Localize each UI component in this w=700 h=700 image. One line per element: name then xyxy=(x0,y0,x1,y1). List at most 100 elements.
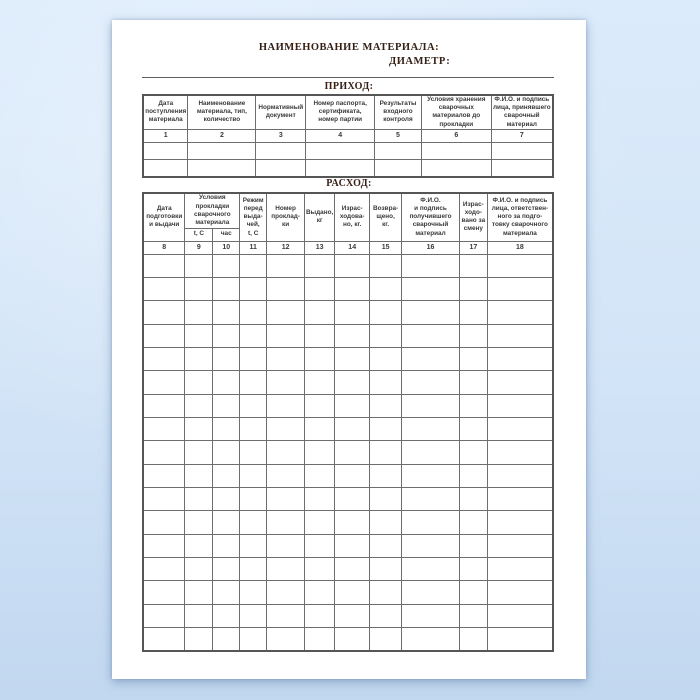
expense-cell-col11 xyxy=(239,486,268,512)
expense-empty-row xyxy=(142,276,554,302)
expense-empty-row xyxy=(142,323,554,348)
expense-cell-col8 xyxy=(142,416,186,442)
expense-cell-col12 xyxy=(266,300,306,325)
expense-cell-col15 xyxy=(369,300,403,325)
expense-cell-col16 xyxy=(401,346,460,372)
expense-cell-col18 xyxy=(486,370,554,395)
expense-cell-col17 xyxy=(458,253,488,278)
expense-colnum-14: 14 xyxy=(334,240,371,255)
expense-empty-row xyxy=(142,486,554,512)
expense-cell-col18 xyxy=(486,533,554,558)
expense-cell-col8 xyxy=(142,346,186,372)
expense-empty-row xyxy=(142,463,554,488)
expense-header-16: Ф.И.О. и подпись получившего сварочный м… xyxy=(401,192,460,242)
expense-empty-row xyxy=(142,300,554,325)
expense-cell-col9 xyxy=(184,323,214,348)
expense-cell-col17 xyxy=(458,323,488,348)
expense-cell-col10 xyxy=(212,533,241,558)
expense-cell-col12 xyxy=(266,370,306,395)
expense-cell-col8 xyxy=(142,510,186,535)
expense-cell-col11 xyxy=(239,580,268,605)
expense-cell-col13 xyxy=(304,533,336,558)
expense-cell-col11 xyxy=(239,510,268,535)
expense-colnum-11: 11 xyxy=(239,240,268,255)
expense-cell-col16 xyxy=(401,486,460,512)
expense-cell-col9 xyxy=(184,370,214,395)
expense-cell-col8 xyxy=(142,253,186,278)
expense-cell-col15 xyxy=(369,556,403,582)
expense-cell-col14 xyxy=(334,486,371,512)
income-cell-col2 xyxy=(187,159,257,178)
expense-cell-col10 xyxy=(212,556,241,582)
income-cell-col7 xyxy=(490,159,554,178)
expense-cell-col14 xyxy=(334,300,371,325)
expense-cell-col13 xyxy=(304,393,336,418)
expense-cell-col18 xyxy=(486,323,554,348)
income-header-6: Условия хранения сварочных материалов до… xyxy=(420,94,492,130)
expense-cell-col14 xyxy=(334,393,371,418)
expense-cell-col18 xyxy=(486,510,554,535)
expense-empty-row xyxy=(142,370,554,395)
expense-colnum-18: 18 xyxy=(486,240,554,255)
expense-cell-col16 xyxy=(401,323,460,348)
expense-cell-col17 xyxy=(458,346,488,372)
expense-header-17: Израс- ходо- вано за смену xyxy=(458,192,488,242)
income-cell-col1 xyxy=(142,141,189,161)
expense-cell-col16 xyxy=(401,463,460,488)
expense-colnum-10: 10 xyxy=(212,240,241,255)
expense-cell-col11 xyxy=(239,603,268,629)
income-header-4: Номер паспорта, сертификата, номер парти… xyxy=(305,94,376,130)
expense-cell-col17 xyxy=(458,626,488,652)
expense-header-12: Номер проклад- ки xyxy=(266,192,306,242)
expense-cell-col18 xyxy=(486,416,554,442)
expense-cell-col15 xyxy=(369,416,403,442)
expense-cell-col13 xyxy=(304,323,336,348)
expense-cell-col15 xyxy=(369,510,403,535)
expense-cell-col10 xyxy=(212,300,241,325)
expense-cell-col11 xyxy=(239,300,268,325)
expense-cell-col10 xyxy=(212,626,241,652)
expense-cell-col11 xyxy=(239,346,268,372)
expense-cell-col14 xyxy=(334,346,371,372)
expense-cell-col12 xyxy=(266,603,306,629)
expense-header-9: t, C xyxy=(184,227,214,242)
expense-cell-col16 xyxy=(401,556,460,582)
diameter-label: ДИАМЕТР: xyxy=(389,56,451,67)
expense-cell-col15 xyxy=(369,463,403,488)
income-colnum-6: 6 xyxy=(420,128,492,143)
expense-cell-col9 xyxy=(184,626,214,652)
expense-cell-col18 xyxy=(486,556,554,582)
expense-section-title: РАСХОД: xyxy=(326,178,372,189)
expense-header-18: Ф.И.О. и подпись лица, ответствен- ного … xyxy=(486,192,554,242)
expense-cell-col9 xyxy=(184,463,214,488)
expense-cell-col11 xyxy=(239,463,268,488)
expense-cell-col8 xyxy=(142,580,186,605)
expense-cell-col12 xyxy=(266,463,306,488)
expense-empty-row xyxy=(142,533,554,558)
income-table: Дата поступления материала Наименование м… xyxy=(142,94,554,179)
expense-cell-col13 xyxy=(304,486,336,512)
expense-cell-col8 xyxy=(142,533,186,558)
expense-cell-col12 xyxy=(266,486,306,512)
expense-cell-col16 xyxy=(401,276,460,302)
income-colnum-2: 2 xyxy=(187,128,257,143)
expense-cell-col14 xyxy=(334,556,371,582)
expense-cell-col14 xyxy=(334,276,371,302)
expense-header-10: час xyxy=(212,227,241,242)
expense-empty-row xyxy=(142,393,554,418)
expense-colnum-15: 15 xyxy=(369,240,403,255)
expense-cell-col10 xyxy=(212,603,241,629)
expense-cell-col9 xyxy=(184,533,214,558)
expense-cell-col16 xyxy=(401,440,460,465)
expense-cell-col17 xyxy=(458,510,488,535)
expense-cell-col14 xyxy=(334,253,371,278)
expense-cell-col15 xyxy=(369,580,403,605)
expense-cell-col10 xyxy=(212,486,241,512)
expense-cell-col12 xyxy=(266,393,306,418)
expense-cell-col8 xyxy=(142,323,186,348)
expense-cell-col13 xyxy=(304,346,336,372)
income-colnum-7: 7 xyxy=(490,128,554,143)
income-colnum-3: 3 xyxy=(255,128,307,143)
income-section-title: ПРИХОД: xyxy=(324,81,374,92)
expense-cell-col8 xyxy=(142,603,186,629)
